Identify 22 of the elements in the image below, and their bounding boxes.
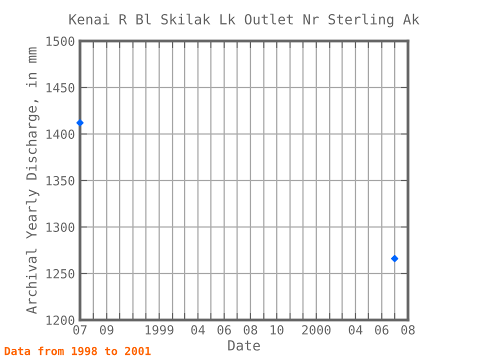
x-tick-label: 2000 bbox=[302, 325, 331, 335]
y-tick-label: 1200 bbox=[46, 316, 74, 325]
y-tick-label: 1500 bbox=[46, 36, 74, 46]
x-tick-label: 08 bbox=[401, 325, 415, 335]
x-tick-label: 04 bbox=[348, 325, 362, 335]
x-axis-title: Date bbox=[228, 340, 260, 351]
y-axis-title: Archival Yearly Discharge, in mm bbox=[26, 47, 40, 314]
y-tick-label: 1250 bbox=[46, 269, 74, 278]
x-tick-label: 10 bbox=[270, 325, 284, 335]
x-tick-label: 06 bbox=[217, 325, 231, 335]
y-tick-label: 1350 bbox=[46, 176, 74, 186]
y-tick-label: 1400 bbox=[46, 130, 74, 139]
chart-title: Kenai R Bl Skilak Lk Outlet Nr Sterling Ak bbox=[69, 14, 420, 28]
x-tick-label: 09 bbox=[100, 325, 114, 335]
x-tick-label: 07 bbox=[73, 325, 87, 335]
x-tick-label: 04 bbox=[191, 325, 205, 335]
text: Data from 1998 to 2001 bbox=[4, 346, 151, 356]
x-tick-label: 08 bbox=[244, 325, 258, 335]
x-tick-label: 06 bbox=[375, 325, 388, 335]
x-tick-label: 1999 bbox=[146, 325, 174, 335]
y-tick-label: 1450 bbox=[46, 83, 74, 92]
y-tick-label: 1300 bbox=[46, 222, 74, 232]
